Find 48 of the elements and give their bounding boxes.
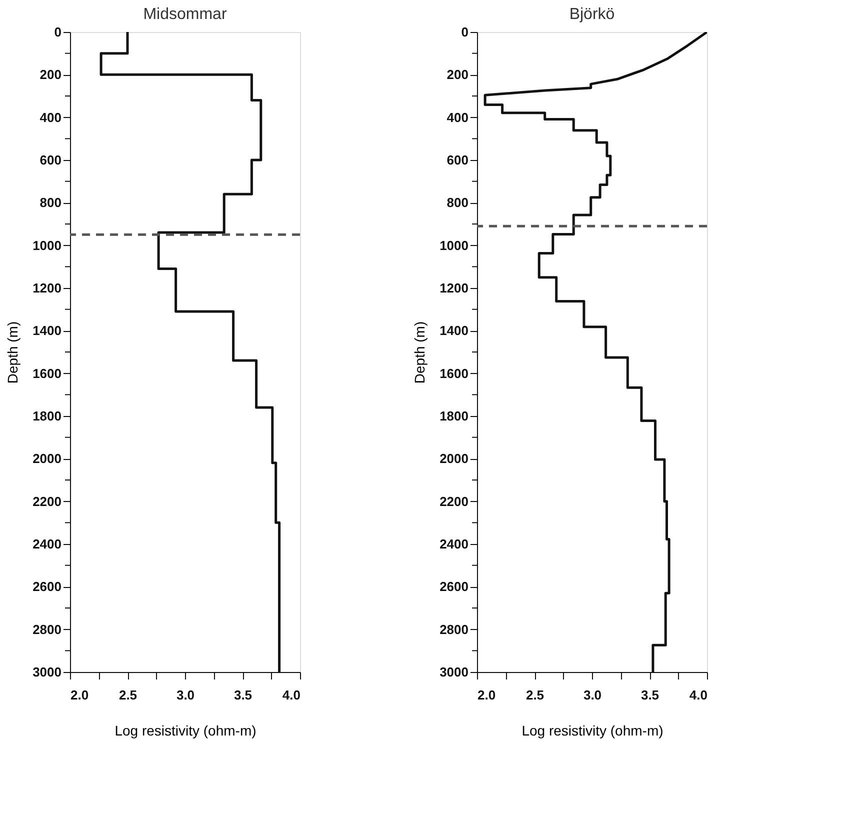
y-tick-label: 2000: [440, 451, 468, 466]
x-axis-title: Log resistivity (ohm-m): [522, 722, 664, 738]
x-tick-label: 2.5: [526, 688, 544, 702]
y-tick-label: 200: [446, 67, 468, 82]
x-tick-label: 3.5: [234, 688, 252, 702]
chart-title: Midsommar: [143, 6, 228, 23]
x-axis-title: Log resistivity (ohm-m): [114, 722, 256, 738]
y-tick-label: 2200: [440, 494, 468, 509]
y-axis-title: Depth (m): [412, 321, 428, 384]
chart-title: Björkö: [569, 6, 615, 23]
x-tick-label: 3.0: [176, 688, 195, 702]
y-tick-label: 1800: [440, 408, 468, 424]
y-tick-label: 400: [446, 110, 468, 125]
y-tick-label: 1200: [32, 280, 62, 296]
y-tick-label: 1200: [440, 280, 468, 296]
y-tick-label: 2400: [32, 536, 62, 552]
y-tick-label: 800: [40, 195, 62, 210]
y-tick-label: 1400: [32, 323, 62, 338]
y-tick-label: 2400: [440, 536, 468, 552]
x-tick-label: 2.0: [70, 688, 89, 702]
y-tick-label: 2600: [440, 579, 468, 594]
x-tick-label: 4.0: [282, 688, 300, 702]
y-tick-label: 1400: [440, 323, 468, 338]
y-tick-label: 3000: [440, 664, 468, 680]
y-tick-label: 400: [40, 110, 62, 125]
y-tick-label: 2200: [32, 494, 62, 509]
x-tick-label: 4.0: [689, 688, 708, 702]
y-tick-label: 1000: [32, 238, 62, 253]
y-tick-label: 800: [446, 195, 468, 210]
x-tick-label: 2.5: [118, 688, 138, 702]
y-tick-label: 1000: [440, 238, 468, 253]
y-tick-label: 2000: [32, 451, 62, 466]
y-tick-label: 600: [40, 152, 62, 168]
y-tick-label: 1800: [32, 408, 62, 424]
y-tick-label: 0: [461, 24, 468, 40]
y-tick-label: 2800: [32, 622, 62, 637]
y-tick-label: 3000: [32, 664, 62, 680]
x-tick-label: 3.5: [640, 688, 660, 702]
y-tick-label: 0: [54, 24, 62, 40]
x-tick-label: 3.0: [583, 688, 602, 702]
y-tick-label: 2800: [440, 622, 468, 637]
y-axis-title: Depth (m): [4, 321, 21, 384]
y-tick-label: 1600: [32, 366, 62, 381]
y-tick-label: 1600: [440, 366, 468, 381]
x-tick-label: 2.0: [478, 688, 496, 702]
y-tick-label: 600: [446, 152, 468, 168]
y-tick-label: 2600: [32, 579, 62, 594]
y-tick-label: 200: [40, 67, 62, 82]
